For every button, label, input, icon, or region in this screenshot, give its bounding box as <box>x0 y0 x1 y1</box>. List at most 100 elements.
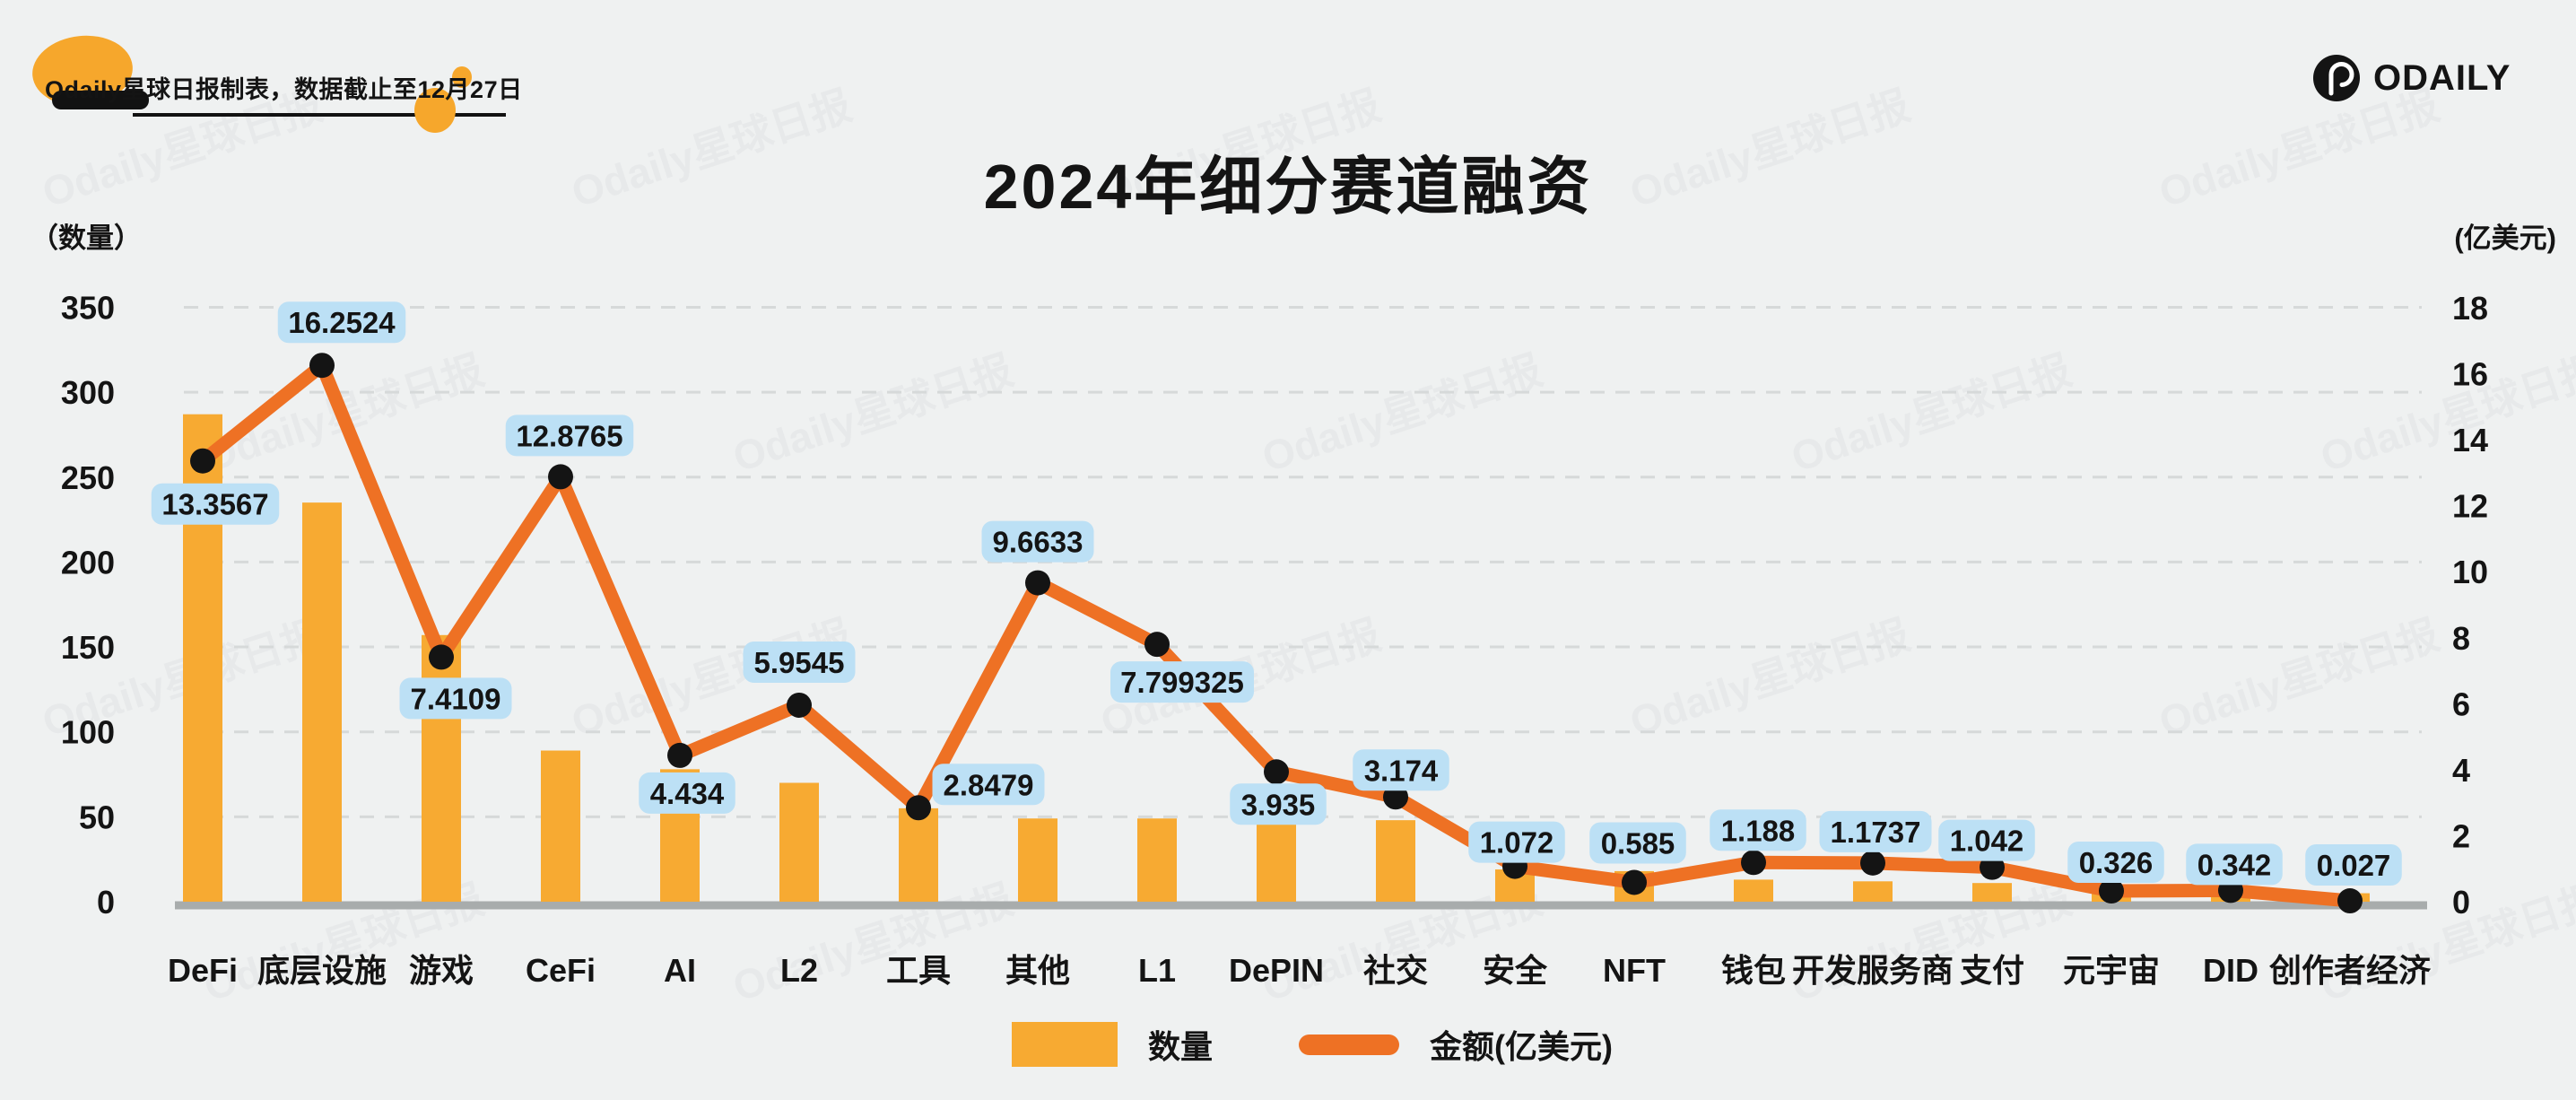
bar-DePIN <box>1257 822 1296 902</box>
data-label-value: 2.8479 <box>944 768 1034 801</box>
data-label-value: 1.188 <box>1721 814 1796 847</box>
x-label-开发服务商: 开发服务商 <box>1792 952 1954 989</box>
data-label-bubble <box>2305 844 2402 886</box>
data-label-value: 12.8765 <box>516 419 622 452</box>
right-axis-tick: 16 <box>2452 356 2488 393</box>
data-label-bubble <box>639 772 735 814</box>
bar-CeFi <box>541 750 580 902</box>
data-label-value: 3.174 <box>1364 754 1439 787</box>
data-label-value: 9.6633 <box>993 526 1083 559</box>
line-dot-L2 <box>787 692 812 718</box>
right-axis-tick: 0 <box>2452 884 2470 921</box>
bar-支付 <box>1972 883 2012 902</box>
data-label-bubble <box>1710 809 1806 851</box>
left-axis-tick: 50 <box>79 799 115 835</box>
bar-游戏 <box>422 634 461 902</box>
bar-其他 <box>1018 818 1057 902</box>
left-axis-unit-label: （数量） <box>30 223 142 254</box>
legend: 数量 金额(亿美元) <box>1012 1021 1613 1068</box>
x-label-其他: 其他 <box>1005 952 1070 989</box>
legend-bar-swatch <box>1012 1022 1118 1067</box>
credit-note: Odaily星球日报制表，数据截止至12月27日 <box>45 76 523 103</box>
line-dot-CeFi <box>548 464 573 490</box>
chart-title: 2024年细分赛道融资 <box>983 152 1593 222</box>
line-dot-开发服务商 <box>1860 850 1885 876</box>
right-axis-unit-label: (亿美元) <box>2454 223 2556 254</box>
left-axis-tick: 100 <box>61 714 115 751</box>
data-label-bubble <box>1938 819 2035 861</box>
line-dot-工具 <box>906 795 931 821</box>
right-axis-tick: 14 <box>2452 422 2488 458</box>
bar-钱包 <box>1734 879 1773 902</box>
data-label-bubble <box>1468 821 1565 863</box>
x-label-元宇宙: 元宇宙 <box>2063 952 2160 989</box>
x-label-底层设施: 底层设施 <box>257 952 387 989</box>
data-label-bubble <box>981 520 1094 563</box>
line-dot-DeFi <box>190 448 215 474</box>
right-axis-tick: 6 <box>2452 685 2470 722</box>
bar-底层设施 <box>302 502 342 902</box>
right-axis-tick: 12 <box>2452 488 2488 525</box>
data-label-value: 1.072 <box>1480 826 1554 860</box>
data-label-bubble <box>1230 783 1327 825</box>
bar-L1 <box>1137 818 1177 902</box>
data-label-value: 7.799325 <box>1120 666 1244 699</box>
x-label-NFT: NFT <box>1603 952 1666 989</box>
legend-line-swatch <box>1299 1034 1400 1055</box>
data-label-bubble <box>151 483 280 525</box>
data-label-bubble <box>932 764 1045 806</box>
data-label-value: 7.4109 <box>411 682 501 715</box>
data-label-value: 1.042 <box>1950 825 2024 858</box>
x-label-L2: L2 <box>780 952 818 989</box>
right-axis-tick: 2 <box>2452 817 2470 854</box>
x-label-社交: 社交 <box>1363 952 1428 989</box>
right-axis-tick: 8 <box>2452 620 2470 657</box>
odaily-logo-icon <box>2313 55 2360 101</box>
line-dot-L1 <box>1144 632 1170 658</box>
data-label-value: 0.342 <box>2197 848 2272 881</box>
right-axis-tick: 4 <box>2452 752 2470 789</box>
data-label-value: 0.027 <box>2317 849 2391 882</box>
line-dot-底层设施 <box>309 353 335 379</box>
data-label-bubble <box>1819 810 1932 852</box>
x-label-钱包: 钱包 <box>1721 952 1786 989</box>
x-label-支付: 支付 <box>1960 952 2024 989</box>
data-label-value: 1.1737 <box>1831 816 1921 849</box>
orange-dot-decoration <box>452 66 472 88</box>
left-axis-tick: 250 <box>61 459 115 496</box>
bar-工具 <box>899 808 938 902</box>
data-label-bubble <box>2067 842 2164 884</box>
line-dot-其他 <box>1025 570 1050 596</box>
data-label-value: 5.9545 <box>754 646 845 679</box>
x-label-DePIN: DePIN <box>1229 952 1324 989</box>
x-label-DeFi: DeFi <box>168 952 238 989</box>
data-label-value: 0.585 <box>1601 826 1675 860</box>
odaily-logo-text: ODAILY <box>2373 57 2511 98</box>
line-dot-钱包 <box>1741 850 1766 876</box>
right-axis-tick: 10 <box>2452 554 2488 590</box>
x-label-游戏: 游戏 <box>409 952 474 989</box>
left-axis-tick: 300 <box>61 374 115 411</box>
line-dot-AI <box>667 742 692 768</box>
bar-开发服务商 <box>1853 881 1893 902</box>
data-label-bubble <box>399 677 512 720</box>
data-label-value: 4.434 <box>650 777 725 810</box>
x-label-工具: 工具 <box>886 952 951 989</box>
left-axis-tick: 0 <box>97 884 115 921</box>
data-label-value: 16.2524 <box>288 306 396 339</box>
bar-社交 <box>1376 820 1415 902</box>
data-label-bubble <box>1353 749 1449 791</box>
data-label-value: 13.3567 <box>161 488 268 521</box>
credit-underline <box>133 113 506 117</box>
line-dot-DePIN <box>1264 759 1289 785</box>
line-dot-元宇宙 <box>2099 878 2124 904</box>
data-label-bubble <box>277 301 406 344</box>
bar-L2 <box>779 782 819 902</box>
line-dot-NFT <box>1622 869 1647 895</box>
x-label-DID: DID <box>2203 952 2258 989</box>
left-axis-tick: 350 <box>61 289 115 326</box>
x-label-安全: 安全 <box>1483 952 1548 989</box>
x-label-L1: L1 <box>1138 952 1176 989</box>
line-dot-游戏 <box>429 644 454 670</box>
